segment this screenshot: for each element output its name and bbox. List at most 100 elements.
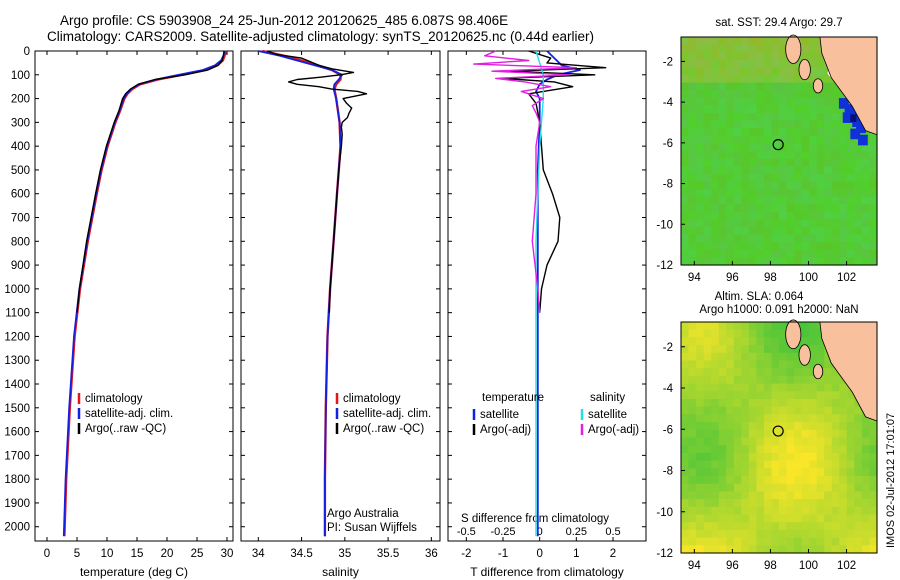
- map-title: sat. SST: 29.4 Argo: 29.7: [715, 17, 842, 29]
- map-cell: [748, 219, 757, 228]
- map-cell: [688, 452, 697, 462]
- lat-tick-label: -12: [656, 548, 673, 560]
- map-cell: [786, 219, 795, 228]
- cold-anomaly-cell: [852, 116, 863, 128]
- map-cell: [779, 204, 788, 213]
- map-cell: [733, 242, 742, 251]
- map-cell: [771, 383, 780, 392]
- map-cell: [703, 452, 712, 462]
- map-cell: [786, 227, 795, 236]
- map-cell: [809, 468, 818, 477]
- map-cell: [756, 173, 765, 182]
- map-cell: [846, 506, 855, 516]
- map-cell: [681, 234, 690, 243]
- map-cell: [681, 483, 690, 492]
- map-cell: [756, 158, 765, 167]
- map-cell: [756, 399, 765, 408]
- map-cell: [741, 537, 750, 546]
- map-cell: [681, 166, 690, 175]
- map-cell: [741, 211, 750, 220]
- map-cell: [824, 545, 833, 554]
- map-cell: [831, 545, 840, 554]
- s-tick-label: -0.25: [490, 526, 515, 538]
- map-cell: [786, 211, 795, 220]
- depth-tick-label: 2000: [4, 522, 30, 534]
- depth-tick-label: 1800: [4, 474, 30, 486]
- map-cell: [846, 227, 855, 236]
- map-cell: [854, 483, 863, 492]
- map-cell: [733, 59, 742, 68]
- map-cell: [688, 422, 697, 431]
- map-cell: [696, 460, 705, 469]
- map-cell: [681, 491, 690, 500]
- lat-tick-label: -12: [656, 260, 673, 272]
- map-cell: [824, 204, 833, 213]
- lon-tick-label: 98: [764, 560, 777, 572]
- map-cell: [703, 120, 712, 129]
- map-cell: [696, 151, 705, 160]
- map-cell: [869, 468, 878, 477]
- map-cell: [786, 529, 795, 539]
- map-cell: [816, 437, 825, 446]
- map-cell: [711, 506, 720, 516]
- map-cell: [861, 211, 870, 220]
- x-axis-label: temperature (deg C): [80, 565, 188, 579]
- map-cell: [809, 437, 818, 446]
- map-cell: [748, 75, 757, 84]
- map-cell: [718, 399, 727, 408]
- map-cell: [801, 135, 810, 144]
- map-cell: [786, 113, 795, 122]
- map-cell: [831, 414, 840, 423]
- map-cell: [869, 514, 878, 523]
- map-cell: [726, 113, 735, 122]
- map-cell: [839, 158, 848, 167]
- map-cell: [801, 158, 810, 167]
- map-cell: [756, 437, 765, 446]
- map-cell: [748, 257, 757, 266]
- map-cell: [688, 506, 697, 516]
- map-cell: [794, 529, 803, 539]
- map-cell: [763, 234, 772, 243]
- map-cell: [816, 196, 825, 205]
- map-cell: [726, 52, 735, 61]
- map-cell: [869, 242, 878, 251]
- map-cell: [763, 158, 772, 167]
- map-cell: [763, 242, 772, 251]
- map-cell: [816, 173, 825, 182]
- island: [798, 344, 811, 366]
- map-cell: [696, 52, 705, 61]
- map-cell: [741, 82, 750, 91]
- map-cell: [696, 414, 705, 423]
- map-cell: [763, 196, 772, 205]
- map-cell: [711, 545, 720, 554]
- map-cell: [711, 242, 720, 251]
- map-cell: [801, 151, 810, 160]
- map-cell: [748, 90, 757, 99]
- map-cell: [756, 360, 765, 369]
- map-cell: [703, 135, 712, 144]
- map-cell: [681, 429, 690, 439]
- map-cell: [733, 368, 742, 377]
- map-cell: [696, 105, 705, 114]
- map-cell: [733, 429, 742, 439]
- map-cell: [771, 414, 780, 423]
- map-cell: [779, 491, 788, 500]
- map-cell: [779, 414, 788, 423]
- map-cell: [741, 105, 750, 114]
- map-cell: [681, 399, 690, 408]
- map-cell: [703, 196, 712, 205]
- map-cell: [839, 128, 848, 137]
- map-cell: [696, 491, 705, 500]
- cold-anomaly-cell: [844, 104, 855, 115]
- map-cell: [696, 383, 705, 392]
- depth-tick-label: 1600: [4, 427, 30, 439]
- map-cell: [756, 383, 765, 392]
- map-cell: [839, 227, 848, 236]
- map-cell: [809, 242, 818, 251]
- map-cell: [741, 135, 750, 144]
- map-cell: [786, 173, 795, 182]
- map-cell: [801, 437, 810, 446]
- map-cell: [763, 345, 772, 354]
- map-cell: [703, 234, 712, 243]
